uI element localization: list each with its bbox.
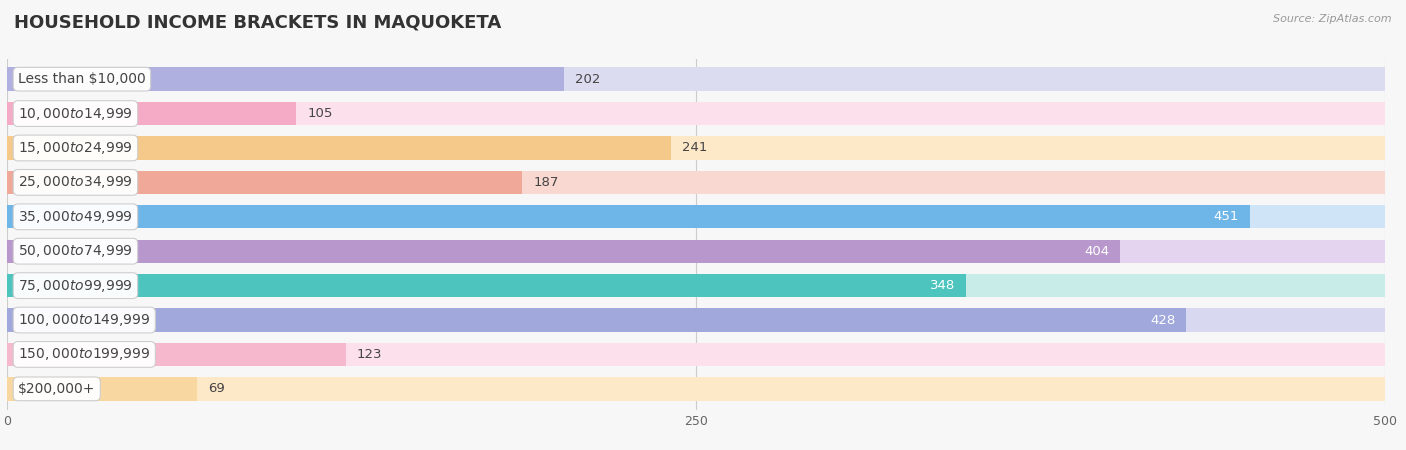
Bar [7,239,1121,263]
Text: $25,000 to $34,999: $25,000 to $34,999 [18,175,132,190]
Text: 348: 348 [929,279,955,292]
Bar [7,102,1385,125]
Bar [7,343,1385,366]
Text: $10,000 to $14,999: $10,000 to $14,999 [18,106,132,122]
Text: $35,000 to $49,999: $35,000 to $49,999 [18,209,132,225]
Text: 428: 428 [1150,314,1175,327]
Text: $75,000 to $99,999: $75,000 to $99,999 [18,278,132,293]
Bar [7,343,346,366]
Text: 105: 105 [308,107,333,120]
Bar [7,239,1385,263]
Bar [7,274,1385,297]
Bar [7,377,197,400]
Text: $150,000 to $199,999: $150,000 to $199,999 [18,346,150,362]
Text: 202: 202 [575,72,600,86]
Bar [7,377,1385,400]
Text: HOUSEHOLD INCOME BRACKETS IN MAQUOKETA: HOUSEHOLD INCOME BRACKETS IN MAQUOKETA [14,14,502,32]
Bar [7,308,1385,332]
Text: $15,000 to $24,999: $15,000 to $24,999 [18,140,132,156]
Text: $100,000 to $149,999: $100,000 to $149,999 [18,312,150,328]
Text: $200,000+: $200,000+ [18,382,96,396]
Bar [7,102,297,125]
Bar [7,68,564,91]
Bar [7,274,966,297]
Text: 451: 451 [1213,210,1239,223]
Text: 187: 187 [533,176,558,189]
Bar [7,171,1385,194]
Bar [7,205,1250,229]
Text: Source: ZipAtlas.com: Source: ZipAtlas.com [1274,14,1392,23]
Text: 241: 241 [682,141,707,154]
Text: 404: 404 [1084,245,1109,258]
Bar [7,205,1385,229]
Text: 69: 69 [208,382,225,396]
Bar [7,136,671,160]
Bar [7,171,523,194]
Bar [7,68,1385,91]
Bar [7,308,1187,332]
Text: Less than $10,000: Less than $10,000 [18,72,146,86]
Text: $50,000 to $74,999: $50,000 to $74,999 [18,243,132,259]
Text: 123: 123 [357,348,382,361]
Bar [7,136,1385,160]
